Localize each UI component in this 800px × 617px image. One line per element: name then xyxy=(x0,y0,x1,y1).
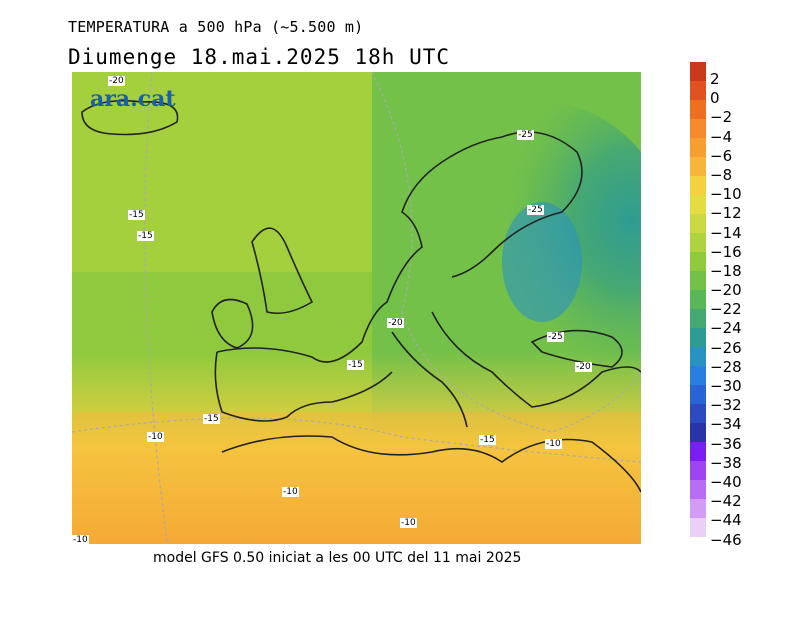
legend-swatch xyxy=(690,366,706,385)
contour-label: -15 xyxy=(347,360,364,370)
legend-label: −34 xyxy=(710,415,742,434)
legend-swatch xyxy=(690,233,706,252)
contour-label: -10 xyxy=(545,439,562,449)
contour-label: -25 xyxy=(527,205,544,215)
contour-label: -10 xyxy=(147,432,164,442)
contour-label: -20 xyxy=(108,76,125,86)
contour-label: -10 xyxy=(72,535,89,545)
legend-swatch xyxy=(690,518,706,537)
legend-swatch xyxy=(690,252,706,271)
legend-label: −10 xyxy=(710,185,742,204)
legend-swatch xyxy=(690,404,706,423)
legend-label: −14 xyxy=(710,223,742,242)
legend-label: −30 xyxy=(710,377,742,395)
legend-swatch xyxy=(690,499,706,518)
contour-label: -10 xyxy=(282,487,299,497)
legend-label: −36 xyxy=(710,434,742,453)
legend-label: −32 xyxy=(710,396,742,415)
legend-label: −8 xyxy=(710,165,733,184)
legend-swatch xyxy=(690,271,706,290)
legend-label: −38 xyxy=(710,453,742,472)
legend-label: −40 xyxy=(710,472,742,491)
legend-label: −42 xyxy=(710,492,742,511)
legend-label: −12 xyxy=(710,204,742,223)
legend-swatch xyxy=(690,195,706,214)
legend-swatch xyxy=(690,119,706,138)
legend-label: −6 xyxy=(710,146,733,165)
legend-swatch xyxy=(690,309,706,328)
contour-label: -25 xyxy=(517,130,534,140)
legend-swatch xyxy=(690,176,706,195)
logo: ara.cat xyxy=(90,86,176,112)
legend-swatch xyxy=(690,138,706,157)
legend-swatch xyxy=(690,328,706,347)
legend-swatch xyxy=(690,480,706,499)
legend-swatch xyxy=(690,423,706,442)
legend-label: −46 xyxy=(710,530,742,549)
contour-label: -15 xyxy=(128,210,145,220)
legend-swatch xyxy=(690,62,706,81)
legend-label: −22 xyxy=(710,300,742,319)
legend-swatch xyxy=(690,347,706,366)
legend-label: −2 xyxy=(710,108,733,127)
legend-label: −20 xyxy=(710,281,742,300)
legend-swatch xyxy=(690,81,706,100)
legend-swatch xyxy=(690,385,706,404)
contour-label: -15 xyxy=(203,414,220,424)
map-date: Diumenge 18.mai.2025 18h UTC xyxy=(68,45,451,69)
contour-label: -15 xyxy=(479,435,496,445)
contour-label: -10 xyxy=(400,518,417,528)
legend-label: −26 xyxy=(710,338,742,357)
legend-swatch xyxy=(690,157,706,176)
legend-label: −24 xyxy=(710,319,742,338)
legend-swatch xyxy=(690,290,706,309)
contour-label: -25 xyxy=(547,332,564,342)
legend-label: −28 xyxy=(710,357,742,376)
legend-swatch xyxy=(690,214,706,233)
legend-label: 0 xyxy=(710,89,720,108)
legend-label: −18 xyxy=(710,261,742,280)
legend-labels: 2 0 −2 −4 −6 −8 −10 −12 −14 −16 −18 −20 −22 −24 −26 −28… xyxy=(710,70,742,550)
legend-swatch xyxy=(690,442,706,461)
model-info: model GFS 0.50 iniciat a les 00 UTC del … xyxy=(153,550,522,566)
contour-label: -20 xyxy=(575,362,592,372)
legend-label: −44 xyxy=(710,511,742,530)
contour-label: -15 xyxy=(137,231,154,241)
legend-label: −16 xyxy=(710,242,742,261)
legend-label: −4 xyxy=(710,127,733,146)
color-legend xyxy=(690,62,708,537)
map-title: TEMPERATURA a 500 hPa (~5.500 m) xyxy=(68,18,364,36)
temperature-map xyxy=(72,72,641,544)
legend-swatch xyxy=(690,100,706,119)
legend-label: 2 xyxy=(710,70,720,88)
contour-label: -20 xyxy=(387,318,404,328)
legend-swatch xyxy=(690,461,706,480)
